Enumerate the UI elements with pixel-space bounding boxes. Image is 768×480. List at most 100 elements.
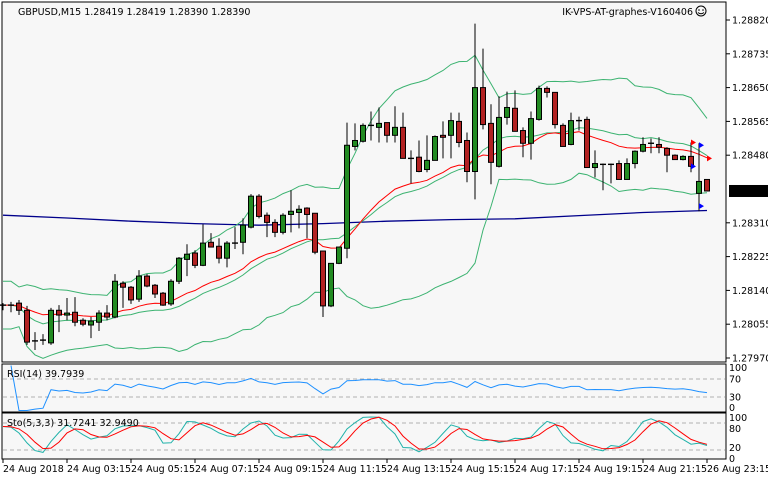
candle	[232, 227, 238, 250]
symbol-info: GBPUSD,M15 1.28419 1.28419 1.28390 1.283…	[18, 7, 250, 18]
candle	[136, 270, 142, 302]
bear-candle-body	[584, 118, 590, 169]
candle	[504, 91, 510, 125]
bear-candle-body	[656, 143, 662, 148]
candle	[432, 135, 438, 161]
bear-candle-body	[160, 292, 166, 306]
candle	[680, 155, 686, 161]
candle	[272, 219, 278, 238]
bear-candle-body	[80, 319, 86, 325]
candle	[536, 85, 542, 121]
signal-arrow-icon	[691, 163, 696, 170]
candle	[672, 154, 678, 161]
candles	[0, 23, 710, 351]
stochastic-pane[interactable]	[1, 412, 727, 460]
bear-candle-body	[440, 134, 446, 138]
rsi-label: RSI(14) 39.7939	[7, 369, 84, 380]
candle	[160, 291, 166, 306]
candle	[624, 158, 630, 180]
candle	[248, 194, 254, 229]
bull-candle-body	[536, 87, 542, 120]
candle	[560, 123, 566, 147]
bear-candle-body	[272, 221, 278, 233]
candle	[424, 135, 430, 173]
candle	[56, 305, 62, 333]
time-tick-label: 24 Aug 03:15	[67, 464, 131, 475]
bear-candle-body	[384, 122, 390, 136]
candle	[152, 284, 158, 298]
candle	[656, 137, 662, 154]
bull-candle-body	[64, 312, 70, 316]
candle	[96, 310, 102, 331]
candle	[312, 212, 318, 255]
candle	[600, 163, 606, 191]
bear-candle-body	[320, 250, 326, 307]
stochastic-lines	[2, 416, 708, 453]
bear-candle-body	[192, 252, 198, 266]
candle	[528, 111, 534, 160]
candle	[392, 106, 398, 143]
price-tick-label: 1.28565	[732, 117, 768, 128]
bear-candle-body	[56, 309, 62, 316]
candle	[648, 138, 654, 154]
bull-candle-body	[472, 87, 478, 173]
candle	[184, 244, 190, 277]
candle	[264, 212, 270, 238]
long-ma-line	[2, 209, 708, 226]
bull-candle-body	[224, 242, 230, 259]
main-price-pane[interactable]	[1, 1, 727, 363]
signal-arrow-icon	[699, 142, 704, 149]
candle	[176, 256, 182, 285]
bull-candle-body	[632, 150, 638, 165]
candle	[464, 132, 470, 183]
time-axis: 24 Aug 2018 24 Aug 03:15 24 Aug 05:15 24 Au…	[2, 459, 768, 475]
bear-candle-body	[488, 122, 494, 163]
candle	[216, 238, 222, 264]
bull-candle-body	[496, 116, 502, 167]
candle	[416, 140, 422, 173]
bull-candle-body	[640, 143, 646, 152]
candle	[360, 123, 366, 143]
candle	[408, 150, 414, 184]
candle	[144, 274, 150, 288]
bull-candle-body	[424, 159, 430, 171]
bull-candle-body	[88, 320, 94, 326]
price-tick-label: 1.28650	[732, 83, 768, 94]
bull-candle-body	[168, 280, 174, 305]
time-tick-label: 24 Aug 2018	[3, 464, 64, 475]
bear-candle-body	[672, 154, 678, 161]
bear-candle-body	[72, 311, 78, 323]
rsi-line	[10, 365, 708, 411]
time-tick-label: 24 Aug 19:15	[579, 464, 643, 475]
bear-candle-body	[304, 207, 310, 215]
candle	[488, 104, 494, 185]
bear-candle-body	[664, 147, 670, 156]
signal-arrows	[691, 139, 712, 210]
candle	[168, 279, 174, 306]
smiley-face-icon[interactable]	[695, 5, 707, 17]
candle	[280, 213, 286, 235]
bull-candle-body	[136, 275, 142, 300]
bear-candle-body	[544, 87, 550, 93]
bear-candle-body	[480, 87, 486, 126]
candle	[336, 246, 342, 265]
candle	[448, 112, 454, 159]
rsi-pane[interactable]	[1, 363, 727, 413]
price-axis: 1.28820 1.28735 1.28650 1.28565 1.28480 1.283…	[726, 16, 768, 465]
bull-candle-body	[96, 312, 102, 323]
price-tick-label: 1.28225	[732, 252, 768, 263]
candle	[472, 23, 478, 200]
candle	[72, 297, 78, 327]
time-tick-label: 24 Aug 07:15	[195, 464, 259, 475]
bear-candle-body	[704, 178, 710, 192]
bear-candle-body	[512, 107, 518, 132]
candle	[120, 281, 126, 308]
candle	[496, 96, 502, 168]
current-price-box	[729, 184, 768, 197]
bear-candle-body	[208, 241, 214, 248]
candle	[352, 123, 358, 151]
bull-candle-body	[696, 180, 702, 194]
price-tick-label: 1.28820	[732, 16, 768, 27]
